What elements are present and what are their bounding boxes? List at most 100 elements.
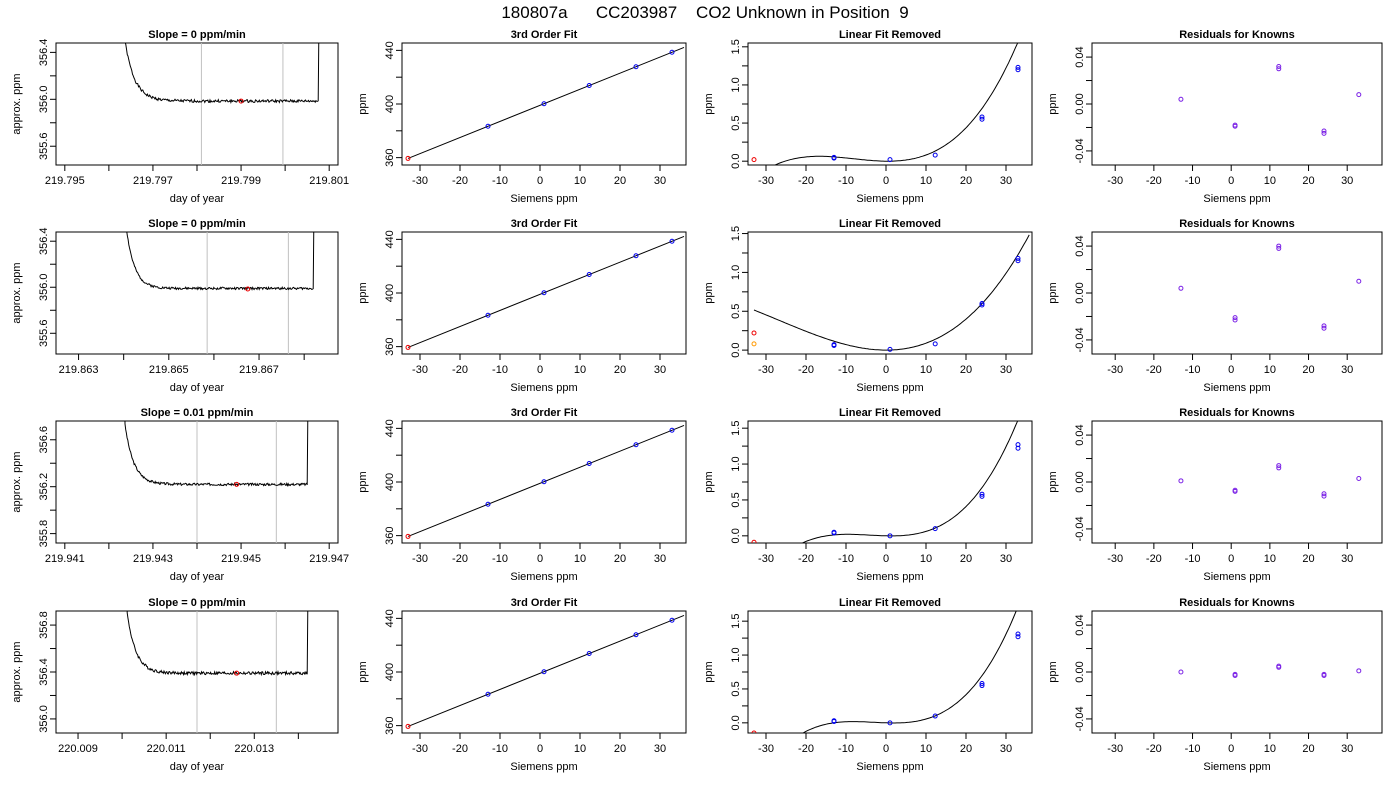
y-tick-label: 0.04: [1074, 235, 1086, 256]
known-standard-point: [669, 617, 675, 623]
x-tick-label: -10: [838, 743, 854, 755]
known-standard-point: [586, 650, 592, 656]
known-standard-point: [979, 491, 985, 497]
x-tick-label: -30: [1107, 175, 1123, 187]
residual-point: [1276, 245, 1282, 251]
unknown-sample-point: [405, 344, 411, 350]
x-tick-label: -10: [1185, 175, 1201, 187]
y-tick-label: 360: [384, 337, 396, 355]
panel-grid: Slope = 0 ppm/min 219.795 219.797 219.799 21…: [11, 29, 1383, 773]
y-tick-label: 1.0: [730, 265, 742, 280]
x-tick-label: 30: [654, 743, 666, 755]
y-tick-label: 440: [384, 230, 396, 248]
y-tick-label: 0.00: [1074, 93, 1086, 114]
known-standard-point: [979, 114, 985, 120]
x-tick-label: 10: [1264, 743, 1276, 755]
residual-point: [1321, 325, 1327, 331]
residual-point: [1232, 317, 1238, 323]
x-tick-label: -20: [798, 364, 814, 376]
x-tick-label: 20: [1302, 743, 1314, 755]
y-axis-label: ppm: [357, 282, 369, 303]
y-tick-label: 0.5: [730, 492, 742, 507]
residual-point: [1321, 491, 1327, 497]
plot-area: [405, 614, 685, 729]
x-tick-label: 30: [1000, 175, 1012, 187]
known-standard-point: [1015, 634, 1021, 640]
x-tick-label: 30: [1341, 364, 1353, 376]
x-tick-label: -20: [1146, 364, 1162, 376]
known-standard-point: [541, 669, 547, 675]
residual-point: [1356, 278, 1362, 284]
known-standard-point: [1015, 255, 1021, 261]
x-tick-label: -20: [452, 364, 468, 376]
known-standard-point: [1015, 64, 1021, 70]
x-tick-label: 0: [883, 364, 889, 376]
residual-point: [1232, 488, 1238, 494]
x-axis-label: Siemens ppm: [856, 382, 923, 394]
residual-point: [1356, 668, 1362, 674]
residual-point: [1276, 243, 1282, 249]
x-tick-label: 219.867: [239, 364, 279, 376]
y-tick-label: 355.6: [38, 320, 50, 348]
y-tick-label: 356.4: [38, 227, 50, 255]
x-tick-label: -30: [412, 553, 428, 565]
residual-point: [1276, 664, 1282, 670]
plot-area: [124, 43, 320, 165]
x-tick-label: 30: [1341, 175, 1353, 187]
known-standard-point: [1015, 258, 1021, 264]
y-axis-label: approx. ppm: [11, 451, 23, 512]
residual-point: [1356, 475, 1362, 481]
x-tick-label: 30: [1000, 553, 1012, 565]
panel-residuals-3: Residuals for Knowns -30 -20 -10 0 10 20 30 -0.0…: [1047, 407, 1383, 583]
x-axis-label: Siemens ppm: [510, 193, 577, 205]
plot-area: [751, 421, 1021, 543]
known-standard-point: [831, 154, 837, 160]
panel-title: 3rd Order Fit: [511, 218, 578, 230]
y-tick-label: 0.0: [730, 342, 742, 357]
panel-title: Linear Fit Removed: [839, 597, 941, 609]
panel-fit-3: 3rd Order Fit -30 -20 -10 0 10 20 30 360 400 440 Si…: [357, 407, 687, 583]
residual-point: [1321, 673, 1327, 679]
y-tick-label: 356.2: [38, 473, 50, 501]
x-tick-label: 0: [1228, 364, 1234, 376]
x-tick-label: -10: [838, 175, 854, 187]
x-tick-label: 10: [1264, 175, 1276, 187]
known-standard-point: [979, 116, 985, 122]
x-tick-label: 20: [960, 364, 972, 376]
x-axis-label: Siemens ppm: [856, 193, 923, 205]
y-tick-label: 400: [384, 95, 396, 113]
residual-point: [1178, 96, 1184, 102]
known-standard-point: [932, 152, 938, 158]
x-axis-label: Siemens ppm: [856, 571, 923, 583]
x-tick-label: 10: [574, 743, 586, 755]
plot-area: [1178, 463, 1362, 499]
y-tick-label: 0.5: [730, 115, 742, 130]
panel-title: Linear Fit Removed: [839, 29, 941, 41]
y-tick-label: 0.04: [1074, 614, 1086, 635]
measurement-trace: [126, 611, 309, 677]
plot-area: [751, 611, 1021, 733]
y-tick-label: 1.0: [730, 647, 742, 662]
x-tick-label: 219.941: [45, 553, 85, 565]
x-tick-label: 30: [654, 364, 666, 376]
unknown-sample-point: [751, 539, 757, 543]
x-tick-label: -10: [492, 553, 508, 565]
x-tick-label: 30: [654, 553, 666, 565]
residual-point: [1232, 315, 1238, 321]
known-standard-point: [1015, 67, 1021, 73]
panel-linear_removed-2: Linear Fit Removed -30 -20 -10 0 10 20 30 0.0 0.5…: [703, 218, 1033, 394]
x-axis-label: day of year: [170, 382, 225, 394]
x-tick-label: 219.945: [221, 553, 261, 565]
panel-title: Residuals for Knowns: [1179, 597, 1295, 609]
known-standard-point: [586, 82, 592, 88]
y-tick-label: 355.8: [38, 520, 50, 548]
x-tick-label: -10: [492, 743, 508, 755]
known-standard-point: [979, 302, 985, 308]
panel-title: Slope = 0 ppm/min: [148, 597, 246, 609]
known-standard-point: [541, 101, 547, 107]
x-tick-label: 0: [1228, 553, 1234, 565]
known-standard-point: [485, 312, 491, 318]
y-axis-label: ppm: [1047, 661, 1059, 682]
known-standard-point: [887, 720, 893, 726]
known-standard-point: [485, 123, 491, 129]
